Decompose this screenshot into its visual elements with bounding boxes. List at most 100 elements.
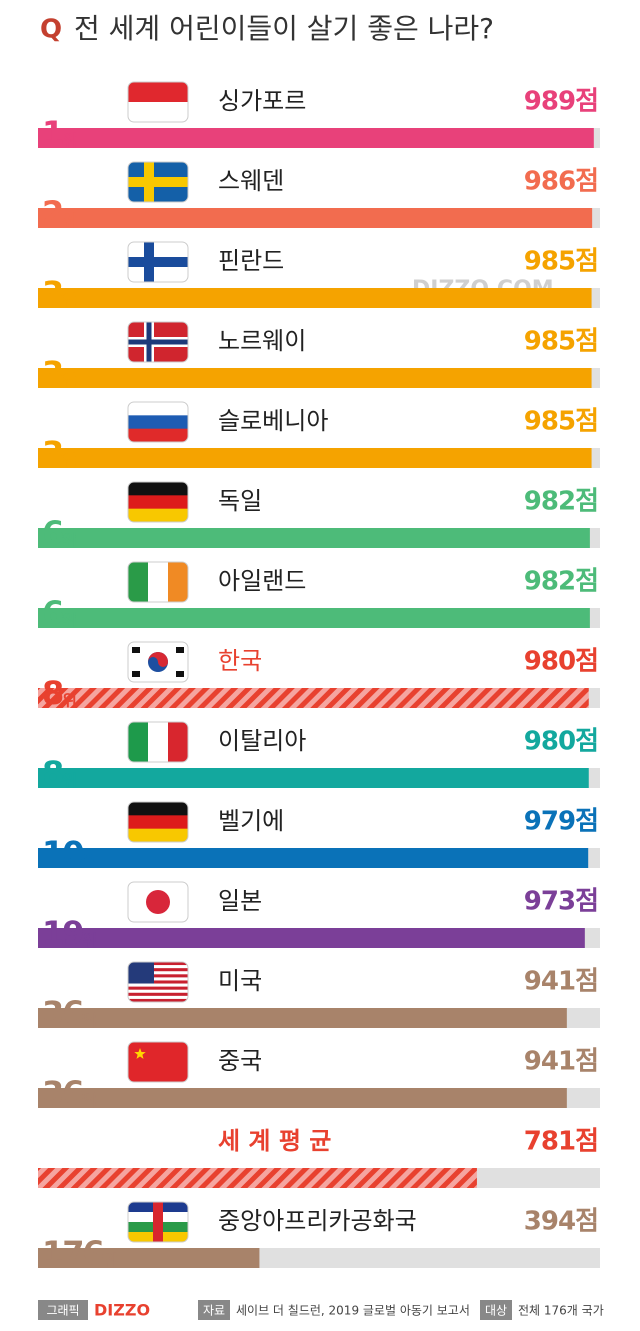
flag-border	[127, 1201, 189, 1243]
flag-part	[168, 722, 188, 762]
flag-body	[128, 402, 188, 442]
rank-number: 36	[42, 1074, 83, 1112]
value-label: 985점	[524, 407, 598, 437]
q-mark: Q	[40, 15, 62, 45]
flag-part	[128, 815, 188, 830]
flag	[127, 81, 189, 123]
flag-border	[127, 161, 189, 203]
value-label: 982점	[524, 487, 598, 517]
value-label: 980점	[524, 647, 598, 677]
flag-border	[127, 641, 189, 683]
flag-part	[176, 647, 184, 653]
flag	[127, 801, 189, 843]
flag-part	[128, 962, 188, 966]
rank-suffix: 위	[83, 851, 96, 870]
value-label: 986점	[524, 167, 598, 197]
flag-body	[128, 962, 188, 1002]
bar	[38, 448, 592, 468]
flag-body	[128, 562, 188, 602]
flag-body	[128, 482, 188, 522]
flag-part	[148, 652, 168, 667]
flag	[127, 161, 189, 203]
category-label: 벨기에	[218, 807, 284, 835]
bar	[38, 1088, 567, 1108]
bar	[38, 528, 590, 548]
bar	[38, 688, 589, 708]
rank-suffix: 위	[62, 131, 75, 150]
flag-part	[168, 562, 188, 602]
value-label: 781점	[524, 1127, 598, 1157]
footer-source-tag: 자료	[203, 1304, 225, 1318]
rank-suffix: 위	[62, 611, 75, 630]
flag-border	[127, 801, 189, 843]
rank-label: 3위	[42, 434, 75, 472]
flag-body	[128, 82, 188, 122]
flag-part	[128, 977, 188, 981]
flag-part	[128, 986, 188, 990]
value-label: 941점	[524, 967, 598, 997]
rank-suffix: 위	[62, 451, 75, 470]
footer-tag	[38, 1300, 88, 1320]
flag-border	[127, 241, 189, 283]
flag-border	[127, 1041, 189, 1083]
flag-part	[146, 890, 170, 914]
flag-border	[127, 401, 189, 443]
rank-suffix: 위	[83, 1011, 96, 1030]
flag-part	[128, 177, 188, 187]
flag-part	[132, 671, 140, 677]
flag-part	[128, 495, 188, 510]
rank-number: 2	[42, 194, 62, 232]
footer-brand: DIZZO	[94, 1301, 150, 1320]
rank-number: 8	[42, 674, 63, 712]
rank-suffix: 위	[62, 531, 75, 550]
rank-number: 3	[42, 434, 62, 472]
flag-part	[128, 965, 188, 969]
value-label: 982점	[524, 567, 598, 597]
rank-label: 6위	[42, 514, 75, 552]
rank-number: 10	[42, 834, 83, 872]
category-label: 미국	[218, 967, 262, 995]
value-label: 973점	[524, 887, 598, 917]
category-label: 아일랜드	[218, 567, 306, 595]
flag-part	[128, 802, 188, 816]
flag-part	[128, 968, 188, 972]
rank-suffix: 위	[103, 1251, 116, 1270]
flag-part	[148, 722, 169, 762]
bar	[38, 1008, 567, 1028]
rank-number: 6	[42, 514, 63, 552]
rank-label: 36위	[42, 994, 96, 1032]
flag-part	[128, 415, 188, 430]
flag-part	[148, 562, 169, 602]
category-label: 세 계 평 균	[218, 1127, 331, 1155]
rank-suffix: 위	[83, 931, 96, 950]
flag-part	[128, 989, 188, 994]
flag-part	[128, 1042, 188, 1082]
flag-border	[127, 721, 189, 763]
flag-border	[127, 481, 189, 523]
flag-part	[128, 508, 188, 522]
footer-tag	[198, 1300, 230, 1320]
rank-label: 176위	[42, 1234, 116, 1272]
flag-body	[128, 802, 188, 842]
bar	[38, 848, 589, 868]
flag	[127, 321, 189, 363]
flag-part	[128, 722, 149, 762]
value-label: 989점	[524, 87, 598, 117]
rank-suffix: 위	[62, 691, 75, 710]
flag-part	[128, 428, 188, 442]
bar	[38, 128, 594, 148]
bar	[38, 288, 592, 308]
flag-part	[128, 962, 154, 984]
flag-part	[128, 402, 188, 416]
flag-body	[128, 242, 188, 282]
flag-part	[128, 102, 188, 122]
bar	[38, 1168, 477, 1188]
flag	[127, 241, 189, 283]
bar	[38, 1248, 260, 1268]
category-label: 노르웨이	[218, 327, 306, 355]
rank-label: 3위	[42, 274, 75, 312]
flag-body	[128, 1042, 188, 1082]
rank-number: 6	[42, 594, 63, 632]
